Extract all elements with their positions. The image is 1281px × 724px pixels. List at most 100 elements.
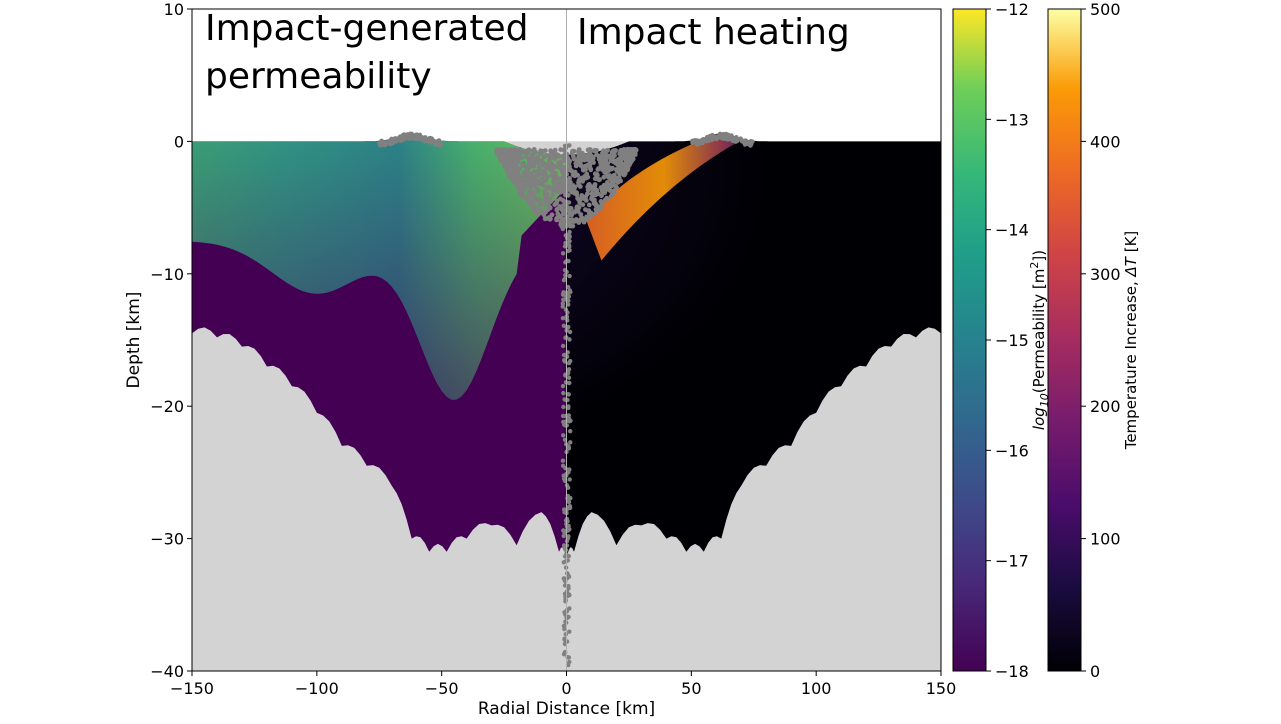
tracer-point (554, 217, 559, 223)
tracer-point (567, 592, 572, 598)
tracer-point (500, 157, 505, 163)
tracer-point (618, 147, 624, 153)
tracer-point (563, 632, 568, 637)
colorbar-tick-label: −12 (995, 0, 1029, 19)
tracer-point (554, 206, 560, 212)
tracer-point (587, 164, 593, 170)
tracer-point (510, 178, 516, 184)
tracer-point (566, 444, 571, 449)
tracer-point (389, 137, 394, 142)
tracer-point (382, 140, 387, 146)
tracer-point (501, 147, 507, 152)
tracer-point (593, 210, 599, 216)
temperature-colorbar-label: Temperature Increase, ΔT [K] (1122, 231, 1140, 451)
tracer-points (377, 131, 755, 668)
tracer-point (524, 154, 530, 160)
tracer-point (704, 139, 709, 144)
tracer-point (549, 212, 555, 218)
tracer-point (517, 148, 523, 154)
colorbar-tick-label: 500 (1090, 0, 1121, 19)
tracer-point (556, 185, 562, 191)
tracer-point (508, 163, 514, 169)
y-axis-ticks: −40 −30 −20 −10 0 10 (150, 0, 192, 681)
temperature-colorbar-ticks: 0 100 200 300 400 500 (1081, 0, 1121, 681)
tracer-point (547, 196, 553, 202)
cb2-label-suffix: [K] (1122, 231, 1140, 257)
colorbar-tick-label: −13 (995, 110, 1029, 129)
tracer-point (579, 150, 585, 156)
permeability-fade (192, 133, 567, 400)
tracer-point (572, 209, 577, 215)
tracer-point (568, 440, 573, 445)
tracer-point (548, 173, 554, 178)
tracer-point (566, 258, 571, 264)
tracer-point (580, 202, 586, 208)
tracer-point (562, 358, 567, 363)
tracer-point (435, 142, 440, 147)
colorbar-tick-label: −15 (995, 331, 1029, 350)
tracer-point (567, 337, 572, 342)
tracer-point (566, 655, 572, 660)
tracer-point (561, 184, 566, 190)
tracer-point (566, 324, 571, 330)
temperature-colorbar: 0 100 200 300 400 500 Temperature Increase, Δ… (1047, 0, 1140, 681)
tracer-point (566, 232, 571, 237)
tracer-point (536, 181, 542, 186)
tracer-point (550, 187, 556, 193)
tracer-point (570, 183, 576, 188)
y-tick-label: −30 (150, 530, 184, 549)
tracer-point (574, 190, 579, 196)
tracer-point (542, 168, 548, 174)
tracer-point (523, 173, 529, 179)
tracer-point (581, 219, 587, 225)
tracer-point (561, 211, 566, 216)
tracer-point (582, 196, 587, 202)
tracer-point (563, 423, 568, 428)
tracer-point (616, 175, 622, 181)
tracer-point (567, 273, 572, 279)
tracer-point (588, 215, 593, 221)
temperature-colorbar-gradient (1047, 8, 1082, 672)
tracer-point (561, 623, 567, 629)
tracer-point (570, 148, 575, 154)
tracer-point (577, 184, 583, 189)
tracer-point (536, 198, 542, 203)
tracer-point (535, 169, 541, 174)
tracer-point (615, 168, 621, 174)
colorbar-tick-label: 100 (1090, 530, 1121, 549)
tracer-point (558, 164, 564, 170)
tracer-point (592, 200, 598, 206)
tracer-point (548, 148, 553, 154)
tracer-point (378, 140, 383, 146)
x-tick-label: −50 (425, 679, 459, 698)
tracer-point (568, 429, 573, 434)
colorbar-tick-label: 300 (1090, 265, 1121, 284)
tracer-point (526, 192, 532, 197)
x-tick-label: 0 (561, 679, 571, 698)
x-tick-label: 50 (681, 679, 701, 698)
tracer-point (714, 134, 719, 139)
tracer-point (591, 160, 596, 166)
tracer-point (502, 164, 507, 169)
tracer-point (566, 380, 572, 386)
tracer-point (598, 199, 604, 204)
x-tick-label: −100 (295, 679, 339, 698)
tracer-point (529, 152, 535, 158)
tracer-point (561, 278, 567, 283)
heating-field (566, 133, 941, 559)
tracer-point (616, 164, 622, 170)
y-axis-label: Depth [km] (124, 292, 144, 389)
tracer-point (568, 289, 573, 295)
tracer-point (609, 179, 615, 184)
tracer-point (567, 419, 572, 424)
tracer-point (515, 159, 521, 165)
y-tick-label: −20 (150, 397, 184, 416)
colorbar-tick-label: −16 (995, 441, 1029, 460)
cb1-label-sup: 2 (1028, 262, 1041, 269)
tracer-point (551, 176, 557, 182)
tracer-point (564, 639, 570, 644)
tracer-point (561, 560, 566, 565)
tracer-point (560, 463, 566, 468)
tracer-point (560, 292, 566, 297)
